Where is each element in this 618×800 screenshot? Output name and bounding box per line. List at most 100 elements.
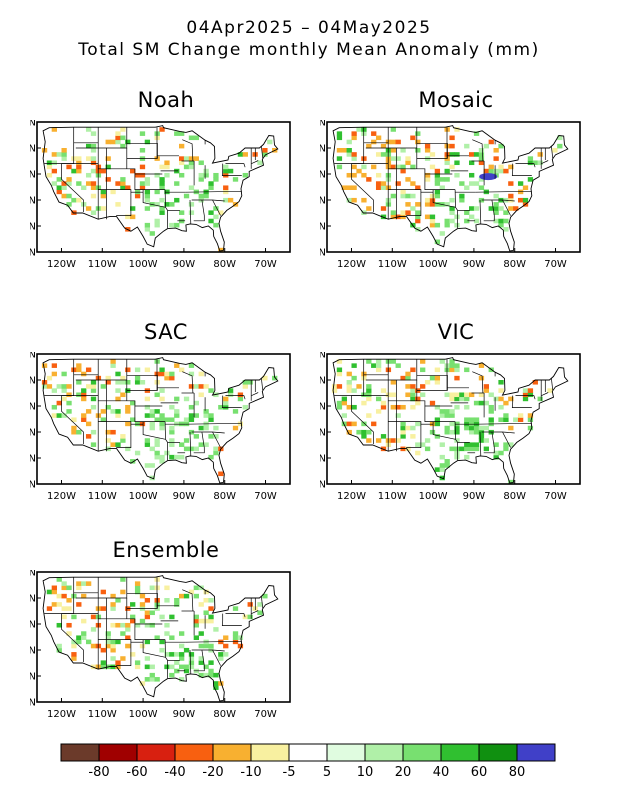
lon-tick-label: 70W — [254, 491, 277, 502]
state-boundary — [481, 431, 515, 434]
state-boundary — [98, 168, 166, 190]
state-boundary — [454, 421, 458, 461]
lon-tick-label: 100W — [129, 709, 158, 720]
panel-ensemble: Ensemble 50N 45N 40N 35N 30N 25N 120W 110W 100W 9… — [30, 538, 320, 728]
lat-tick-label: 30N — [30, 222, 36, 233]
state-boundary — [182, 139, 194, 162]
lat-tick-label: 35N — [320, 428, 326, 439]
coastline — [332, 125, 569, 252]
state-boundary — [189, 199, 192, 224]
state-boundary — [251, 610, 259, 614]
lon-tick-label: 100W — [419, 259, 448, 270]
lat-tick-label: 50N — [320, 352, 326, 361]
state-boundary — [189, 431, 192, 456]
lat-tick-label: 40N — [30, 620, 36, 631]
legend-label: 20 — [395, 765, 412, 780]
state-boundary — [388, 421, 422, 448]
state-boundary — [502, 199, 511, 216]
map-noah: 50N 45N 40N 35N 30N 25N 120W 110W 100W 90W 80W 70W — [30, 120, 291, 270]
panel-vic: VIC 50N 45N 40N 35N 30N 25N 120W 110W 100W 90W 80W… — [320, 320, 610, 510]
lat-tick-label: 45N — [320, 376, 326, 387]
state-boundary — [182, 589, 194, 612]
state-boundary — [126, 142, 158, 159]
state-boundary — [98, 421, 132, 448]
state-boundary — [212, 199, 221, 216]
lon-tick-label: 120W — [47, 259, 76, 270]
state-boundary — [98, 639, 132, 666]
legend-swatch — [326, 743, 366, 762]
state-boundary — [126, 374, 158, 391]
state-boundary — [251, 392, 259, 396]
state-boundary — [454, 189, 458, 229]
state-boundary — [142, 189, 166, 208]
lon-tick-label: 120W — [47, 709, 76, 720]
lon-tick-label: 70W — [544, 259, 567, 270]
lat-tick-label: 30N — [320, 454, 326, 465]
legend-label: -40 — [164, 765, 185, 780]
legend-swatch — [212, 743, 252, 762]
lat-tick-label: 25N — [30, 248, 36, 259]
state-boundary — [61, 577, 84, 662]
legend-swatch — [136, 743, 176, 762]
lon-tick-label: 80W — [503, 259, 526, 270]
state-boundary — [541, 392, 549, 396]
state-boundary — [261, 146, 264, 158]
state-boundary — [98, 400, 166, 422]
state-boundary — [142, 421, 166, 440]
legend-swatch — [174, 743, 214, 762]
state-boundary — [98, 189, 132, 216]
panel-title-sac: SAC — [144, 320, 188, 344]
lon-tick-label: 100W — [129, 259, 158, 270]
state-boundary — [212, 649, 221, 666]
lon-tick-label: 90W — [173, 491, 196, 502]
lon-tick-label: 110W — [88, 259, 117, 270]
map-background — [37, 572, 290, 702]
lon-tick-label: 110W — [378, 259, 407, 270]
lat-tick-label: 25N — [30, 698, 36, 709]
lon-tick-label: 110W — [378, 491, 407, 502]
state-boundary — [251, 160, 259, 164]
coastline — [42, 357, 279, 484]
state-boundary — [416, 374, 448, 391]
legend-swatch — [60, 743, 100, 762]
map-frame — [36, 571, 291, 703]
legend-label: 10 — [357, 765, 374, 780]
lat-tick-label: 35N — [30, 196, 36, 207]
chart-subtitle: Total SM Change monthly Mean Anomaly (mm… — [78, 40, 540, 60]
state-boundary — [193, 649, 205, 672]
state-boundary — [61, 127, 84, 212]
state-boundary — [551, 378, 554, 390]
lon-tick-label: 100W — [129, 491, 158, 502]
state-boundary — [193, 431, 205, 454]
state-boundary — [479, 199, 482, 224]
state-boundary — [481, 199, 515, 202]
lat-tick-label: 50N — [30, 570, 36, 579]
state-boundary — [475, 423, 532, 425]
state-boundary — [189, 649, 192, 674]
state-boundary — [432, 421, 456, 440]
lon-tick-label: 100W — [419, 491, 448, 502]
state-boundary — [515, 163, 536, 168]
lat-tick-label: 35N — [30, 428, 36, 439]
lat-tick-label: 45N — [320, 144, 326, 155]
state-boundary — [225, 613, 246, 618]
panel-title-ensemble: Ensemble — [112, 538, 220, 562]
lon-tick-label: 80W — [503, 491, 526, 502]
state-boundary — [182, 371, 194, 394]
anomaly-field — [336, 127, 563, 245]
map-frame — [36, 121, 291, 253]
state-boundary — [388, 189, 422, 216]
state-boundary — [164, 189, 168, 229]
map-vic: 50N 45N 40N 35N 30N 25N 120W 110W 100W 90W 80W 70W — [320, 352, 581, 502]
map-mosaic: 50N 45N 40N 35N 30N 25N 120W 110W 100W 90W 80W 70W — [320, 120, 581, 270]
lon-tick-label: 80W — [213, 709, 236, 720]
state-boundary — [365, 359, 418, 381]
lon-tick-label: 70W — [544, 491, 567, 502]
state-boundary — [541, 160, 549, 164]
state-boundary — [483, 431, 495, 454]
state-boundary — [472, 371, 484, 394]
state-boundary — [185, 423, 242, 425]
map-ensemble: 50N 45N 40N 35N 30N 25N 120W 110W 100W 90W 80W 70W — [30, 570, 291, 720]
lon-tick-label: 110W — [88, 709, 117, 720]
lat-tick-label: 40N — [320, 170, 326, 181]
